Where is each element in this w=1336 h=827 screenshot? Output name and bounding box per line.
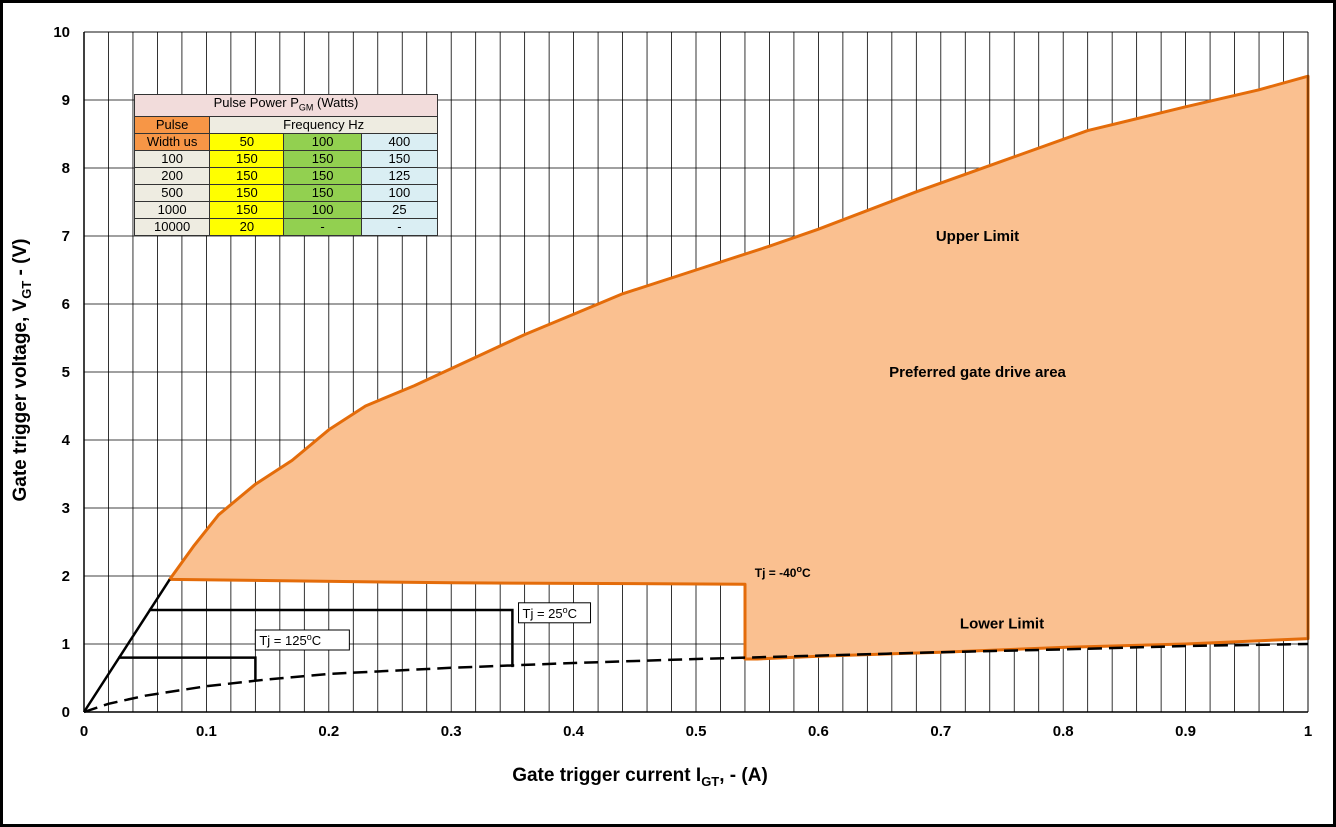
table-header-row: Pulse Frequency Hz [133,115,438,134]
tj-minus40-label: Tj = -40oC [755,564,811,580]
curve-layer [82,578,1309,714]
table-subheader-row: Width us 50 100 400 [133,132,439,151]
freq-100-header: 100 [283,132,362,151]
tj-25-label: Tj = 25oC [523,605,578,621]
y-tick-label: 5 [62,364,70,381]
freq-400-header: 400 [360,132,439,151]
pulse-header: Pulse [133,115,211,134]
upper-limit-label: Upper Limit [936,228,1019,245]
power-cell-100: 150 [283,149,362,168]
power-cell-100: - [283,217,362,236]
y-tick-label: 7 [62,228,70,245]
width-header: Width us [133,132,211,151]
x-tick-label: 0.6 [808,723,829,740]
x-tick-label: 0.4 [563,723,585,740]
table-title-row: Pulse Power PGM (Watts) [134,94,438,117]
power-cell-100: 100 [283,200,362,219]
y-tick-label: 8 [62,160,70,177]
pulse-power-table: Pulse Power PGM (Watts) Pulse Frequency … [133,94,439,236]
x-tick-label: 0.5 [686,723,707,740]
x-tick-label: 0.7 [930,723,951,740]
power-cell-100: 150 [283,166,362,185]
y-axis-title: Gate trigger voltage, VGT - (V) [10,238,34,501]
freq-50-header: 50 [209,132,285,151]
x-tick-label: 0 [80,723,88,740]
y-tick-label: 9 [62,92,70,109]
x-tick-label: 0.8 [1053,723,1074,740]
pulse-width-cell: 500 [133,183,211,202]
y-tick-label: 6 [62,296,70,313]
table-row: 200 150 150 125 [133,166,439,185]
power-cell-50: 150 [209,183,285,202]
lower-limit-label: Lower Limit [960,616,1044,633]
table-title: Pulse Power PGM (Watts) [134,94,438,117]
power-cell-50: 150 [209,200,285,219]
y-tick-label: 3 [62,500,70,517]
table-row: 10000 20 - - [133,217,439,236]
y-tick-label: 1 [62,636,70,653]
power-cell-400: 150 [360,149,439,168]
power-cell-400: 100 [360,183,439,202]
preferred-area-label: Preferred gate drive area [889,364,1066,381]
power-cell-50: 150 [209,149,285,168]
table-row: 1000 150 100 25 [133,200,439,219]
power-cell-400: 125 [360,166,439,185]
power-cell-100: 150 [283,183,362,202]
annotations: Upper Limit Preferred gate drive area Lowe… [254,228,1067,651]
table-row: 100 150 150 150 [133,149,439,168]
y-tick-label: 10 [53,24,70,41]
y-tick-label: 4 [62,432,71,449]
pulse-width-cell: 200 [133,166,211,185]
power-cell-400: 25 [360,200,439,219]
x-axis-title: Gate trigger current IGT, - (A) [512,765,768,789]
tj-25-label-box [518,602,592,624]
x-tick-label: 0.9 [1175,723,1196,740]
frequency-header: Frequency Hz [209,115,438,134]
x-tick-label: 0.2 [318,723,339,740]
power-cell-50: 20 [209,217,285,236]
tj-125-label: Tj = 125oC [259,632,321,648]
tick-labels: 0 0.1 0.2 0.3 0.4 0.5 0.6 0.7 0.8 0.9 101234567891… [53,24,1312,740]
axes-layer [83,31,1309,713]
pulse-width-cell: 1000 [133,200,211,219]
power-cell-50: 150 [209,166,285,185]
tj-125-label-box [254,629,350,651]
y-tick-label: 0 [62,704,70,721]
pulse-width-cell: 10000 [133,217,211,236]
tj-25-trigger-line [148,608,514,668]
pulse-width-cell: 100 [133,149,211,168]
tj-125-trigger-line [118,656,257,680]
x-tick-label: 0.1 [196,723,217,740]
table-row: 500 150 150 100 [133,183,439,202]
load-line [82,578,171,713]
y-tick-label: 2 [62,568,70,585]
power-cell-400: - [360,217,439,236]
x-tick-label: 0.3 [441,723,462,740]
x-tick-label: 1 [1304,723,1312,740]
